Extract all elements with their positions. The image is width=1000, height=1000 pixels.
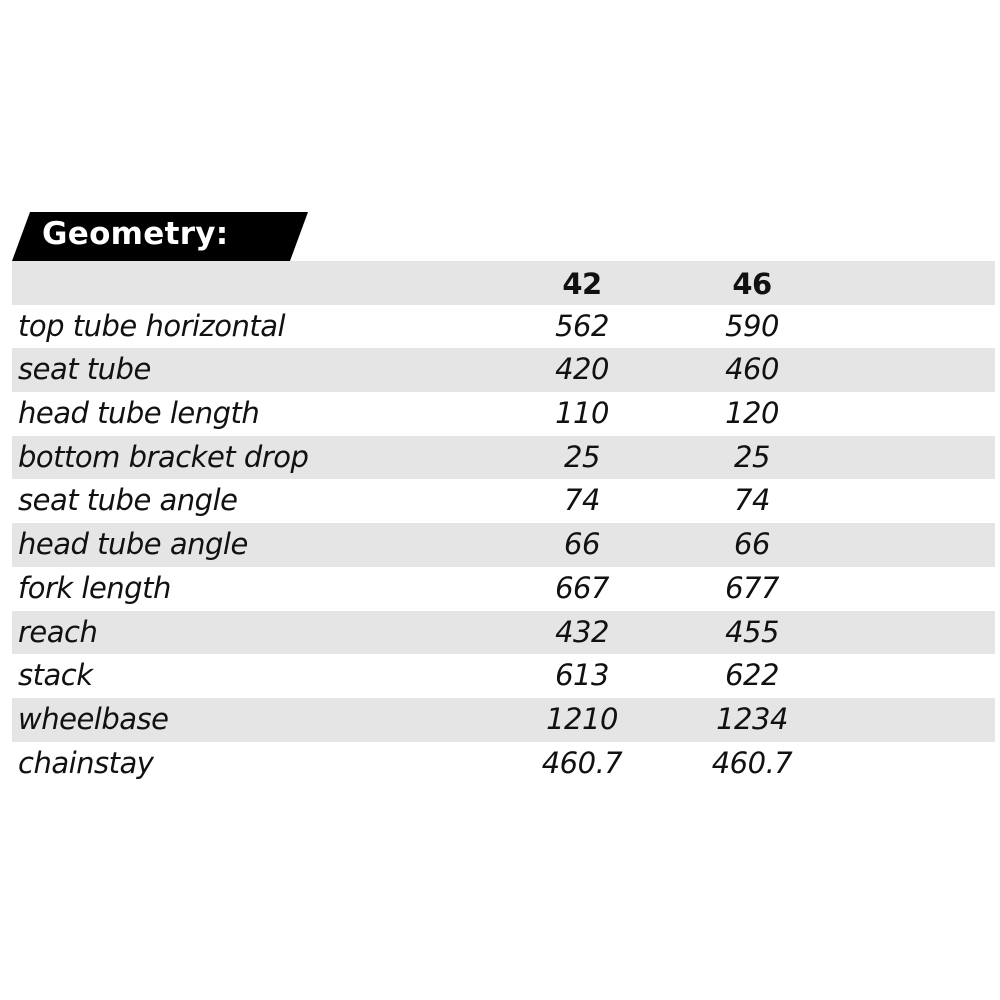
row-value: 622	[725, 658, 779, 693]
table-row: seat tube 420 460	[12, 348, 995, 393]
row-value: 677	[725, 570, 779, 605]
banner-shape	[12, 212, 308, 261]
row-value: 613	[555, 658, 609, 693]
row-label: top tube horizontal	[18, 308, 286, 343]
row-value: 562	[555, 308, 609, 343]
table-row: fork length 667 677	[12, 567, 995, 611]
row-label: chainstay	[18, 745, 154, 780]
table-header-row: 42 46	[12, 261, 995, 305]
row-value: 25	[564, 439, 600, 474]
table-row: head tube length 110 120	[12, 392, 995, 436]
row-value: 66	[564, 527, 600, 562]
row-label: stack	[18, 658, 93, 693]
row-value: 110	[555, 396, 609, 431]
table-row: top tube horizontal 562 590	[12, 305, 995, 349]
table-row: chainstay 460.7 460.7	[12, 742, 995, 786]
row-label: fork length	[18, 570, 171, 605]
row-label: seat tube angle	[18, 483, 238, 518]
row-value: 460.7	[711, 745, 793, 780]
row-value: 120	[725, 396, 779, 431]
row-value: 667	[555, 570, 609, 605]
table-row: head tube angle 66 66	[12, 523, 995, 567]
table-row: stack 613 622	[12, 654, 995, 698]
column-header: 46	[732, 267, 772, 301]
row-value: 460	[725, 352, 779, 387]
row-value: 455	[725, 614, 779, 649]
row-value: 1210	[546, 701, 618, 736]
row-value: 66	[734, 527, 770, 562]
column-header: 42	[562, 267, 602, 301]
table-row: reach 432 455	[12, 610, 995, 655]
row-value: 74	[564, 483, 600, 518]
row-value: 460.7	[541, 745, 623, 780]
row-label: wheelbase	[18, 701, 169, 736]
table-row: seat tube angle 74 74	[12, 479, 995, 523]
geometry-table: 42 46 top tube horizontal 562 590 seat tube…	[12, 261, 995, 785]
row-label: head tube length	[18, 396, 260, 431]
section-title: Geometry:	[42, 216, 229, 252]
row-value: 590	[725, 308, 779, 343]
row-value: 74	[734, 483, 770, 518]
section-banner: Geometry:	[12, 212, 308, 261]
row-label: bottom bracket drop	[18, 439, 309, 474]
row-value: 432	[555, 614, 609, 649]
table-row: wheelbase 1210 1234	[12, 697, 995, 742]
row-label: reach	[18, 614, 98, 649]
row-label: head tube angle	[18, 527, 248, 562]
row-value: 25	[734, 439, 770, 474]
table-row: bottom bracket drop 25 25	[12, 435, 995, 480]
row-label: seat tube	[18, 352, 151, 387]
row-value: 1234	[716, 701, 788, 736]
row-value: 420	[555, 352, 609, 387]
